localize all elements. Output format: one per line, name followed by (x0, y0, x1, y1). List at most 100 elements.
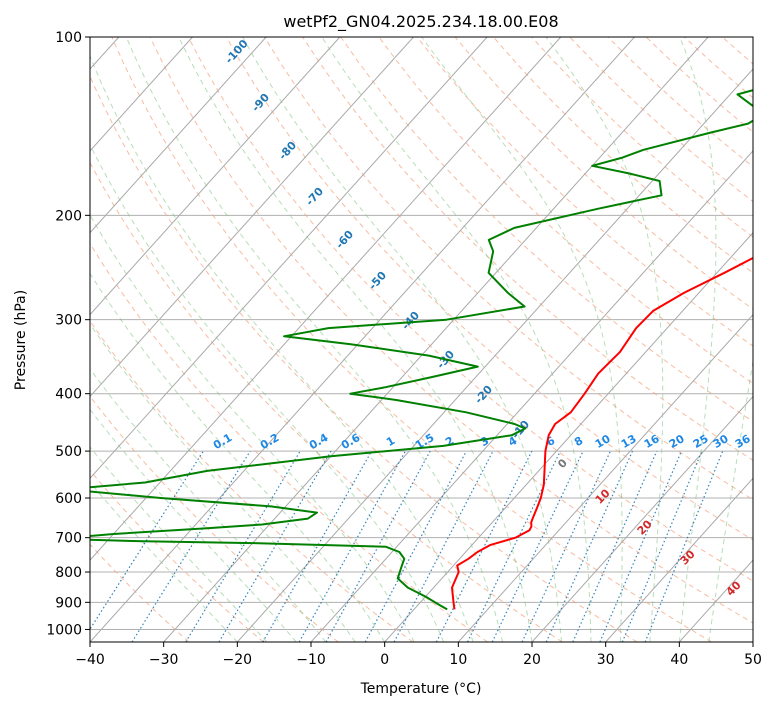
dry-adiabat (531, 37, 753, 238)
mixing-ratio-label: 1 (384, 434, 397, 449)
isotherm (531, 395, 753, 642)
dry-adiabat (90, 469, 264, 642)
x-tick-label: 10 (449, 652, 467, 668)
mixing-ratio-line (466, 450, 561, 642)
mixing-ratio-line (262, 450, 373, 642)
dry-adiabat (149, 37, 753, 624)
x-tick-label: −30 (149, 652, 179, 668)
plot-frame (89, 36, 754, 643)
isotherm (752, 641, 753, 642)
isotherm (457, 313, 753, 642)
mixing-ratio-line (491, 450, 584, 642)
mixing-ratio-line (131, 450, 251, 642)
y-tick-label: 200 (55, 208, 82, 224)
x-axis-label: Temperature (°C) (360, 681, 482, 697)
isotherm-label: -80 (276, 139, 299, 163)
mixing-ratio-label: 0.4 (307, 431, 331, 452)
y-tick-label: 800 (55, 565, 82, 581)
x-tick-label: −10 (296, 652, 326, 668)
isotherm-label: -100 (223, 37, 251, 66)
mixing-ratio-label: 0.1 (211, 431, 234, 452)
moist-adiabat (321, 37, 592, 642)
y-tick-label: 600 (55, 491, 82, 507)
moist-adiabat (90, 272, 386, 642)
isotherm (90, 37, 267, 234)
isotherm-label: -70 (303, 185, 326, 209)
mixing-ratio-label: 2 (443, 434, 456, 449)
plot-background (90, 37, 775, 642)
moist-adiabat (178, 37, 533, 642)
isotherm-label: -40 (399, 309, 422, 333)
chart-title: wetPf2_GN04.2025.234.18.00.E08 (283, 12, 558, 32)
moist-adiabat (678, 37, 717, 642)
moist-adiabat (90, 408, 297, 642)
x-tick-label: −20 (223, 652, 253, 668)
mixing-ratio-line (621, 450, 703, 642)
moist-adiabat (90, 143, 445, 642)
mixing-ratio-label: 20 (667, 432, 687, 451)
isotherm (90, 37, 193, 152)
dry-adiabat (90, 242, 488, 642)
y-tick-label: 700 (55, 531, 82, 547)
mixing-ratio-line (599, 450, 682, 642)
mixing-ratio-label: 0.6 (339, 431, 363, 452)
dry-adiabat (187, 37, 753, 582)
x-tick-label: 30 (597, 652, 615, 668)
isotherm (90, 37, 488, 480)
moist-adiabat (90, 323, 356, 642)
moist-adiabat (90, 446, 268, 642)
x-tick-label: 20 (523, 652, 541, 668)
dry-adiabat (90, 75, 638, 642)
isotherm-label: -90 (249, 91, 272, 115)
dry-adiabat (90, 320, 414, 642)
isotherm (90, 37, 341, 316)
isotherm (605, 477, 753, 642)
mixing-ratio-label: 3 (478, 434, 491, 449)
reference-line-labels: -100-90-80-70-60-50-40-30-20-100.1 0.2 0.4… (211, 37, 753, 599)
mixing-ratio-line (521, 450, 611, 642)
profile-traces (90, 89, 753, 611)
isotherm-label: -50 (366, 269, 389, 293)
mixing-ratio-label: 25 (691, 432, 711, 451)
mixing-ratio-line (90, 450, 204, 631)
mixing-ratio-line (545, 450, 634, 642)
moist-adiabat-label: 40 (724, 578, 744, 598)
y-tick-label: 300 (55, 313, 82, 329)
moist-adiabat (90, 213, 415, 642)
mixing-ratio-line (572, 450, 658, 642)
isotherm (90, 37, 635, 642)
isotherm (384, 231, 753, 642)
dry-adiabat (761, 37, 775, 642)
y-tick-label: 1000 (46, 622, 82, 638)
isotherm (163, 37, 709, 642)
mixing-ratio-line (218, 450, 332, 642)
x-tick-label: 50 (744, 652, 762, 668)
mixing-ratio-label: 36 (733, 432, 753, 451)
y-tick-label: 100 (55, 30, 82, 46)
x-axis-ticks: −40 −30 −20 −10 0 10 20 30 40 50 (75, 642, 762, 668)
moist-adiabat (90, 367, 327, 642)
isotherm (90, 37, 414, 398)
dry-adiabat (90, 395, 339, 642)
isotherm (310, 150, 753, 642)
mixing-ratio-line (185, 450, 301, 642)
moist-adiabat (242, 37, 562, 642)
moist-adiabat (90, 481, 238, 642)
y-axis-label: Pressure (hPa) (13, 290, 29, 390)
mixing-ratio-label: 13 (619, 432, 639, 451)
x-tick-label: −40 (75, 652, 105, 668)
dry-adiabat (302, 37, 753, 461)
dry-adiabat (111, 37, 712, 642)
y-tick-label: 400 (55, 387, 82, 403)
x-tick-label: 40 (670, 652, 688, 668)
dry-adiabat (645, 37, 753, 133)
mixing-ratio-line (644, 450, 724, 642)
dry-adiabat (378, 37, 753, 385)
y-tick-label: 900 (55, 595, 82, 611)
temperature-trace (451, 256, 753, 610)
dry-adiabat (264, 37, 753, 501)
mixing-ratio-label: 0.2 (258, 431, 281, 452)
moist-adiabat (708, 358, 753, 642)
dewpoint-trace (90, 89, 753, 611)
